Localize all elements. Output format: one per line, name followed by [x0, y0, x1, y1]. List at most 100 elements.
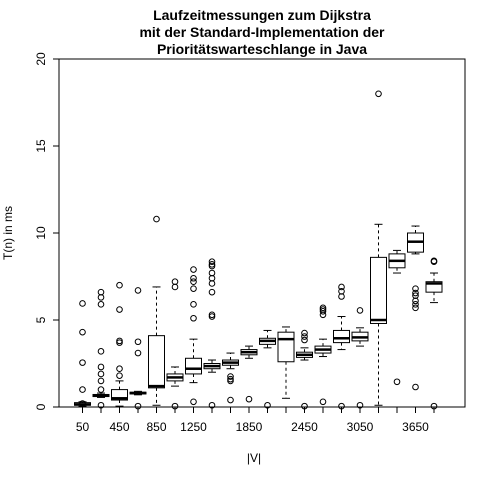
x-tick-label: 850 [146, 420, 166, 434]
outlier-point [319, 398, 327, 406]
x-tick-label: 3050 [347, 420, 374, 434]
outlier-point [116, 281, 123, 289]
boxplot [222, 352, 239, 404]
outlier-point [116, 306, 123, 313]
boxplot [259, 329, 276, 409]
box [185, 357, 202, 375]
outlier-point [97, 301, 105, 308]
outlier-point [301, 336, 308, 344]
outlier-point [338, 287, 345, 295]
boxplot [370, 90, 387, 406]
boxplot [129, 287, 147, 410]
outlier-point [190, 398, 197, 406]
outlier-point [412, 292, 419, 299]
y-axis-label: T(n) in ms [1, 206, 15, 260]
outlier-point [116, 372, 123, 379]
x-tick-label: 1850 [236, 420, 263, 434]
boxplot [388, 249, 406, 386]
boxplot [296, 329, 313, 410]
outlier-point [227, 396, 234, 404]
outlier-point [79, 328, 86, 336]
boxplot [74, 300, 91, 407]
outlier-point [116, 337, 123, 345]
outlier-point [190, 285, 197, 292]
boxplot [407, 225, 424, 391]
outlier-point [301, 333, 308, 340]
outlier-point [79, 300, 86, 307]
outlier-point [412, 289, 419, 297]
box [111, 389, 128, 401]
outlier-point [208, 261, 216, 268]
plot-frame [58, 58, 466, 408]
chart-title-line-3: Prioritätswarteschlange in Java [157, 41, 367, 57]
box [277, 331, 295, 363]
boxplot [92, 288, 110, 409]
outlier-point [171, 402, 179, 410]
outlier-point [153, 215, 160, 223]
chart-title-line-1: Laufzeitmessungen zum Dijkstra [153, 7, 371, 23]
x-tick-label: 2450 [291, 420, 318, 434]
outlier-point [338, 402, 345, 410]
outlier-point [134, 402, 142, 410]
x-tick-label: 1250 [180, 420, 207, 434]
outlier-point [208, 269, 216, 277]
outlier-point [190, 274, 197, 282]
outlier-point [208, 288, 216, 296]
x-axis: 50 450 850 1250 1850 2450 3050 3650 [76, 406, 435, 434]
outlier-point [208, 258, 216, 266]
outlier-point [208, 311, 216, 319]
outlier-point [97, 401, 105, 409]
outlier-point [134, 287, 142, 294]
boxplot [277, 326, 295, 399]
box [425, 281, 443, 293]
y-tick-label: 15 [34, 139, 48, 153]
y-tick-label: 5 [34, 316, 48, 323]
boxplot [314, 304, 332, 406]
outlier-point [79, 359, 86, 366]
outlier-point [97, 370, 105, 378]
outlier-point [171, 278, 179, 286]
outlier-point [227, 373, 234, 380]
outlier-point [134, 349, 142, 357]
outlier-point [190, 266, 197, 273]
outlier-point [430, 257, 438, 265]
outlier-point [116, 365, 123, 373]
y-tick-label: 0 [34, 403, 48, 410]
outlier-point [227, 375, 234, 383]
boxplot [111, 281, 128, 407]
boxplot [351, 307, 369, 409]
x-tick-label: 50 [76, 420, 90, 434]
boxplot [148, 215, 165, 406]
boxplot [240, 345, 258, 403]
boxplot [425, 257, 443, 410]
outlier-point [79, 386, 86, 393]
outlier-point [208, 401, 216, 409]
y-tick-label: 10 [34, 226, 48, 240]
y-axis: 0 5 10 15 20 [34, 52, 60, 410]
outlier-point [301, 402, 308, 410]
boxplot [185, 266, 202, 406]
outlier-point [264, 401, 271, 409]
outlier-point [412, 383, 419, 391]
outlier-point [190, 278, 197, 286]
boxplot [166, 278, 184, 410]
box [333, 329, 350, 344]
outlier-point [319, 304, 327, 312]
boxplot [333, 283, 350, 410]
x-tick-label: 3650 [402, 420, 429, 434]
outlier-point [412, 304, 419, 312]
outlier-point [412, 301, 419, 308]
outlier-point [356, 401, 364, 409]
outlier-point [393, 378, 401, 386]
outlier-point [97, 386, 105, 393]
outlier-point [245, 395, 253, 403]
outlier-point [356, 307, 364, 314]
outlier-point [190, 314, 197, 322]
outlier-point [97, 377, 105, 385]
outlier-point [430, 402, 438, 410]
outlier-point [79, 400, 86, 407]
boxplot [203, 258, 221, 409]
outlier-point [375, 90, 382, 98]
chart-title-line-2: mit der Standard-Implementation der [139, 24, 385, 40]
